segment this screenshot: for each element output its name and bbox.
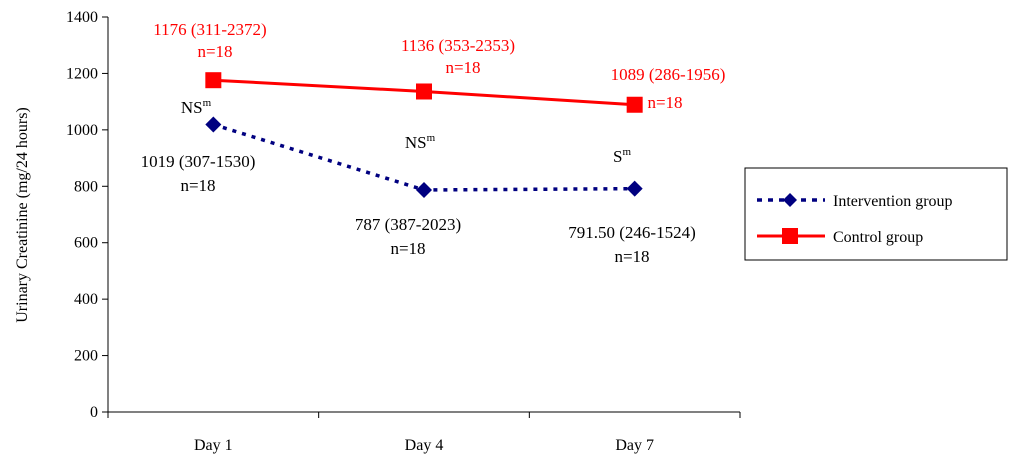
significance-label: Sm	[613, 146, 631, 166]
intervention-value-label: 791.50 (246-1524)	[568, 223, 695, 242]
x-tick-label: Day 1	[194, 437, 233, 454]
y-axis-label: Urinary Creatinine (mg/24 hours)	[14, 107, 31, 323]
x-tick-label: Day 7	[615, 437, 654, 454]
intervention-n-label: n=18	[390, 239, 425, 258]
intervention-n-label: n=18	[614, 247, 649, 266]
control-n-label: n=18	[445, 58, 480, 77]
square-marker	[782, 228, 798, 244]
ticks: 0 200 400 600 800 1000 1200 1400 Day 1 Day 4 Day 7	[66, 9, 741, 454]
control-n-label: n=18	[647, 93, 682, 112]
y-tick-label: 600	[74, 235, 98, 252]
y-tick-label: 0	[90, 404, 98, 421]
legend-box	[744, 167, 1008, 261]
significance-label: NSm	[405, 132, 436, 152]
series-group	[205, 72, 643, 198]
diamond-marker	[205, 116, 222, 133]
control-n-label: n=18	[197, 42, 232, 61]
intervention-value-label: 1019 (307-1530)	[141, 152, 256, 171]
y-tick-label: 800	[74, 178, 98, 195]
y-tick-label: 1400	[66, 9, 98, 26]
square-marker	[205, 72, 222, 89]
y-tick-label: 1200	[66, 65, 98, 82]
square-marker	[626, 96, 643, 113]
x-tick-label: Day 4	[405, 437, 444, 454]
data-labels: 1176 (311-2372) n=18 1136 (353-2353) n=18 10…	[141, 20, 726, 266]
y-tick-label: 400	[74, 291, 98, 308]
y-tick-label: 1000	[66, 122, 98, 139]
control-value-label: 1136 (353-2353)	[401, 36, 515, 55]
legend: Intervention group Control group	[744, 167, 1008, 261]
legend-label-0: Intervention group	[833, 193, 953, 210]
diamond-marker	[626, 180, 643, 197]
diamond-marker	[783, 193, 797, 207]
intervention-value-label: 787 (387-2023)	[355, 215, 461, 234]
diamond-marker	[416, 181, 432, 198]
legend-label-1: Control group	[833, 229, 923, 246]
control-value-label: 1089 (286-1956)	[611, 65, 726, 84]
y-tick-label: 200	[74, 348, 98, 365]
control-value-label: 1176 (311-2372)	[153, 20, 266, 39]
square-marker	[416, 83, 432, 100]
axes	[107, 17, 740, 413]
intervention-n-label: n=18	[180, 176, 215, 195]
significance-label: NSm	[181, 97, 212, 117]
